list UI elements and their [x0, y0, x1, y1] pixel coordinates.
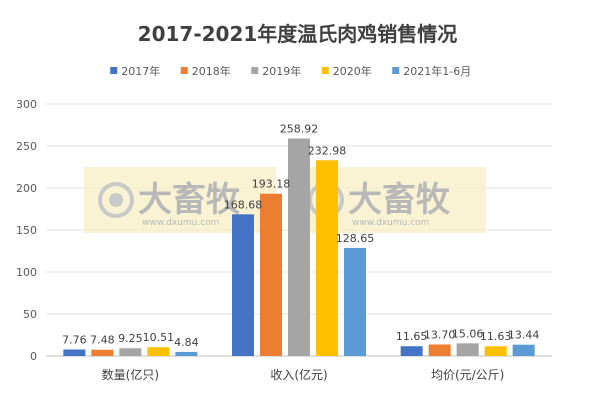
watermark-text: 大畜牧 — [138, 180, 241, 220]
bar — [91, 349, 114, 356]
legend-swatch — [392, 67, 400, 74]
data-label: 4.84 — [174, 336, 199, 349]
bar — [232, 214, 254, 356]
bar — [512, 344, 535, 356]
legend-swatch — [180, 67, 188, 74]
legend-label: 2019年 — [262, 64, 301, 78]
bar — [175, 351, 198, 356]
bar — [484, 346, 507, 356]
bar — [147, 347, 170, 356]
legend-swatch — [321, 67, 329, 74]
bar — [344, 247, 366, 356]
data-label: 128.65 — [336, 232, 375, 245]
chart-title: 2017-2021年度温氏肉鸡销售情况 — [138, 22, 458, 46]
bar — [260, 193, 282, 356]
bar — [316, 160, 338, 356]
y-tick-label: 50 — [23, 308, 37, 321]
data-label: 13.44 — [508, 329, 540, 342]
x-category-label: 均价(元/公斤) — [431, 368, 504, 382]
data-label: 11.63 — [480, 330, 512, 343]
bars — [63, 138, 535, 356]
legend-item: 2021年1-6月 — [392, 64, 471, 78]
legend-item: 2020年 — [321, 64, 372, 78]
bar — [456, 343, 479, 356]
data-label: 11.65 — [396, 330, 428, 343]
legend-label: 2020年 — [333, 64, 372, 78]
axes: 0 50 100 150 200 250 300 数量(亿只) 收入(亿元) 均价(元/公斤) — [16, 98, 504, 382]
bar — [63, 349, 86, 356]
watermark-logo-dot-icon — [109, 193, 123, 207]
y-tick-label: 250 — [16, 140, 37, 153]
bar — [288, 138, 310, 356]
data-label: 7.76 — [62, 333, 87, 346]
watermark-text: 大畜牧 — [348, 180, 451, 220]
legend: 2017年 2018年 2019年 2020年 2021年1-6月 — [110, 64, 471, 78]
data-label: 193.18 — [252, 178, 291, 191]
legend-label: 2017年 — [121, 64, 160, 78]
data-label: 9.25 — [118, 332, 143, 345]
y-tick-label: 300 — [16, 98, 37, 111]
data-label: 258.92 — [280, 123, 319, 136]
bar — [428, 344, 451, 356]
bar — [400, 346, 423, 356]
legend-swatch — [251, 67, 259, 74]
x-category-label: 收入(亿元) — [270, 367, 327, 382]
data-label: 10.51 — [143, 331, 175, 344]
data-label: 13.70 — [424, 328, 456, 341]
y-tick-label: 0 — [30, 350, 37, 363]
y-tick-label: 100 — [16, 266, 37, 279]
legend-item: 2017年 — [110, 64, 160, 78]
data-label: 15.06 — [452, 327, 484, 340]
y-tick-label: 200 — [16, 182, 37, 195]
watermark-url: www.dxumu.com — [142, 218, 219, 228]
legend-label: 2018年 — [192, 64, 231, 78]
watermark-logo-icon — [98, 182, 134, 218]
data-labels: 7.76 7.48 9.25 10.51 4.84 168.68 193.18 258.92 2… — [62, 123, 539, 349]
legend-label: 2021年1-6月 — [403, 64, 471, 78]
y-tick-label: 150 — [16, 224, 37, 237]
data-label: 232.98 — [308, 144, 347, 157]
data-label: 7.48 — [90, 334, 115, 347]
legend-swatch — [110, 67, 118, 74]
legend-item: 2019年 — [251, 64, 301, 78]
data-label: 168.68 — [224, 198, 263, 211]
bar — [119, 348, 142, 356]
legend-item: 2018年 — [180, 64, 231, 78]
x-category-label: 数量(亿只) — [102, 367, 159, 382]
watermark-url: www.dxumu.com — [352, 218, 429, 228]
